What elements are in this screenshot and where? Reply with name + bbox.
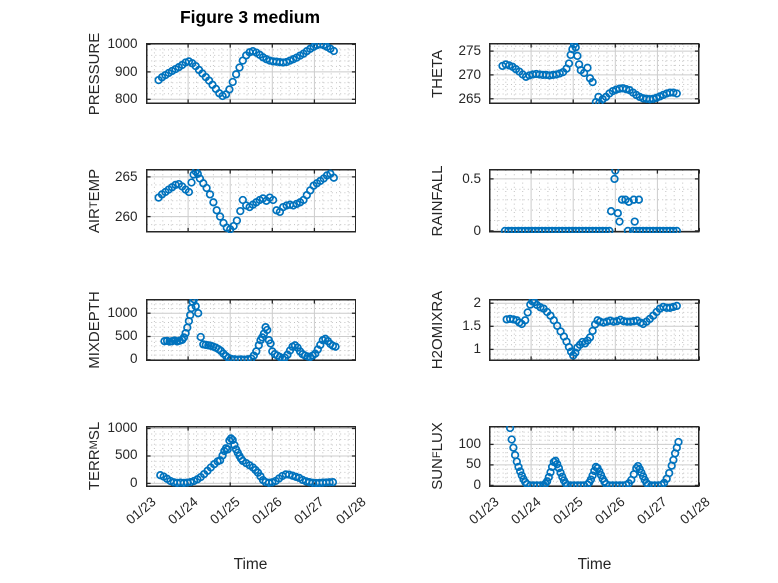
- x-tick-label: 01/27: [634, 493, 671, 527]
- scatter-series-pressure: [153, 43, 338, 101]
- x-tick-label: 01/27: [291, 493, 327, 527]
- plot-area-mixdepth: [145, 298, 356, 361]
- y-tick-label: 500: [114, 447, 138, 463]
- y-tick-label: 265: [114, 168, 138, 184]
- subplot-pressure: [145, 43, 356, 104]
- y-tick-label: 275: [458, 43, 481, 59]
- y-tick-label: 1000: [107, 304, 138, 320]
- scatter-series-theta: [498, 43, 681, 104]
- y-axis-label-text: MIXDEPTH: [85, 290, 102, 369]
- y-axis-label-text: AIR: [85, 207, 102, 233]
- plot-area-terr-msl: [145, 425, 356, 487]
- scatter-series-sun-flux: [505, 425, 683, 487]
- x-tick-label: 01/26: [248, 493, 285, 527]
- subplot-rainfall: [489, 169, 700, 233]
- y-tick-label: 1.5: [462, 317, 481, 333]
- plot-area-theta: [489, 43, 700, 104]
- x-tick-label: 01/25: [550, 493, 586, 527]
- y-tick-label: 0.5: [462, 170, 481, 186]
- y-axis-label-terr-msl: TERR M SL: [84, 396, 104, 516]
- y-axis-label-text: H2OMIXRA: [428, 290, 446, 369]
- y-tick-label: 50: [465, 456, 481, 472]
- plot-area-sun-flux: [489, 425, 700, 487]
- y-axis-label-text: SL: [85, 421, 102, 441]
- y-axis-label-air-temp: AIR T EMP: [84, 141, 104, 261]
- x-tick-label: 01/28: [676, 493, 713, 527]
- x-tick-label: 01/24: [164, 493, 201, 527]
- x-axis-label-right: Time: [577, 556, 612, 573]
- y-axis-label-subscript: F: [431, 451, 443, 459]
- subplot-air-temp: [145, 169, 356, 233]
- y-tick-label: 0: [129, 351, 138, 367]
- plot-area-h2omixra: [489, 298, 700, 361]
- y-tick-label: 2: [473, 294, 481, 310]
- subplot-theta: [489, 43, 700, 104]
- y-axis-label-text: SUN: [428, 458, 446, 490]
- y-tick-label: 500: [114, 327, 138, 343]
- y-tick-label: 260: [114, 208, 138, 224]
- plot-area-air-temp: [145, 169, 356, 233]
- y-tick-label: 900: [114, 63, 138, 79]
- y-axis-label-theta: THETA: [427, 14, 447, 134]
- y-axis-label-text: EMP: [85, 168, 102, 202]
- y-axis-label-subscript: M: [87, 440, 100, 450]
- y-axis-label-sun-flux: SUN F LUX: [427, 396, 447, 516]
- scatter-series-h2omixra: [502, 298, 681, 360]
- subplot-sun-flux: [489, 425, 700, 487]
- y-axis-label-text: PRESSURE: [85, 32, 102, 115]
- y-axis-label-mixdepth: MIXDEPTH: [84, 270, 104, 390]
- y-tick-label: 270: [458, 66, 481, 82]
- subplot-terr-msl: [145, 425, 356, 487]
- y-axis-label-pressure: PRESSURE: [84, 14, 104, 134]
- subplot-h2omixra: [489, 298, 700, 361]
- x-tick-label: 01/25: [206, 493, 243, 527]
- y-tick-label: 1000: [107, 419, 138, 435]
- y-tick-label: 1: [473, 340, 481, 356]
- subplot-mixdepth: [145, 298, 356, 361]
- y-tick-label: 800: [114, 91, 138, 107]
- y-tick-label: 100: [458, 435, 481, 451]
- x-tick-label: 01/23: [122, 493, 159, 527]
- y-axis-label-text: LUX: [428, 422, 446, 452]
- y-axis-label-subscript: T: [87, 201, 100, 208]
- scatter-series-mixdepth: [159, 298, 340, 361]
- y-tick-label: 0: [473, 222, 481, 238]
- figure-title: Figure 3 medium: [179, 7, 321, 27]
- y-axis-label-rainfall: RAINFALL: [427, 141, 447, 261]
- plot-area-rainfall: [489, 169, 700, 233]
- y-tick-label: 0: [129, 474, 138, 490]
- x-tick-label: 01/26: [592, 493, 628, 527]
- x-axis-label-left: Time: [233, 556, 268, 573]
- y-axis-label-h2omixra: H2OMIXRA: [427, 270, 447, 390]
- x-tick-label: 01/28: [333, 493, 369, 527]
- y-tick-label: 1000: [107, 36, 138, 52]
- scatter-series-terr-msl: [155, 433, 337, 487]
- plot-area-pressure: [145, 43, 356, 104]
- scatter-series-rainfall: [500, 169, 681, 233]
- y-tick-label: 0: [473, 476, 481, 492]
- y-tick-label: 265: [458, 90, 481, 106]
- x-tick-label: 01/23: [466, 493, 502, 527]
- x-tick-label: 01/24: [508, 493, 544, 527]
- y-axis-label-text: THETA: [428, 49, 446, 98]
- y-axis-label-text: TERR: [85, 449, 102, 491]
- scatter-series-air-temp: [153, 169, 338, 233]
- y-axis-label-text: RAINFALL: [428, 165, 446, 237]
